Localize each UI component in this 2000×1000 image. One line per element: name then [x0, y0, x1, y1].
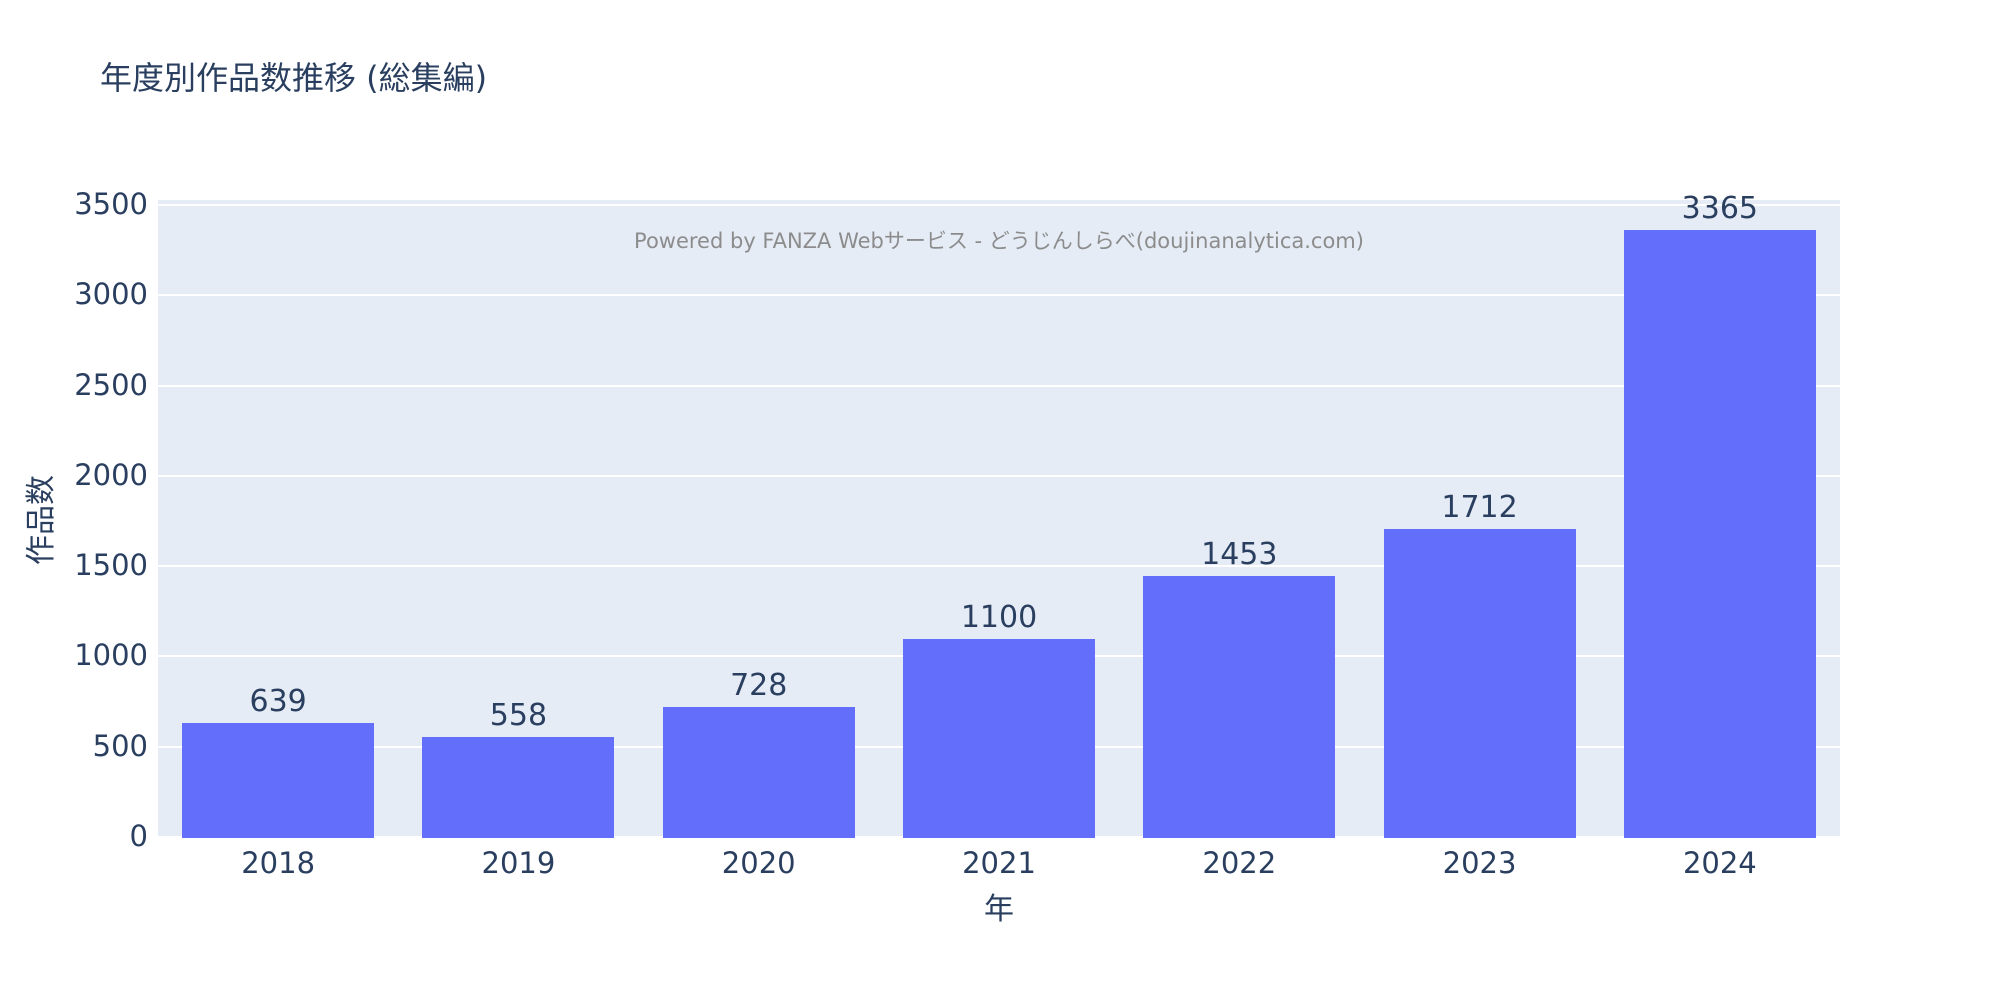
chart-title: 年度別作品数推移 (総集編)	[100, 59, 488, 97]
plot-area[interactable]	[158, 200, 1840, 838]
y-tick-label: 2000	[74, 457, 148, 492]
x-tick-label: 2020	[721, 846, 796, 880]
x-tick-label: 2019	[481, 846, 556, 880]
bar[interactable]	[1383, 528, 1576, 838]
bar-value-label: 1100	[960, 600, 1038, 636]
y-tick-label: 3000	[74, 277, 148, 312]
gridline	[158, 565, 1840, 568]
x-axis-title: 年	[984, 892, 1014, 927]
bar[interactable]	[903, 639, 1095, 838]
bar-value-label: 558	[489, 698, 548, 734]
bar-value-label: 728	[730, 667, 788, 703]
x-tick-label: 2023	[1442, 846, 1517, 880]
bar-value-label: 1712	[1441, 489, 1518, 525]
gridline	[158, 474, 1840, 477]
gridline	[158, 204, 1840, 206]
y-tick-label: 2500	[74, 367, 148, 402]
bar[interactable]	[1623, 230, 1816, 838]
bar-value-label: 1453	[1201, 536, 1278, 572]
bar-value-label: 3365	[1681, 191, 1759, 227]
bar[interactable]	[1143, 575, 1336, 838]
y-tick-label: 0	[129, 819, 148, 853]
x-tick-label: 2024	[1682, 846, 1757, 880]
watermark-annotation: Powered by FANZA Webサービス - どうじんしらべ(douji…	[634, 229, 1364, 253]
x-tick-label: 2022	[1202, 846, 1277, 880]
bar[interactable]	[422, 737, 615, 838]
x-tick-label: 2021	[962, 846, 1036, 880]
bar-value-label: 639	[249, 683, 307, 719]
y-tick-label: 3500	[74, 187, 148, 221]
x-tick-label: 2018	[241, 846, 316, 880]
gridline	[158, 294, 1840, 297]
gridline	[158, 384, 1840, 387]
y-tick-label: 500	[92, 728, 148, 763]
bar[interactable]	[182, 722, 375, 838]
bar[interactable]	[662, 706, 855, 838]
y-tick-label: 1500	[74, 548, 148, 583]
y-tick-label: 1000	[74, 638, 148, 673]
